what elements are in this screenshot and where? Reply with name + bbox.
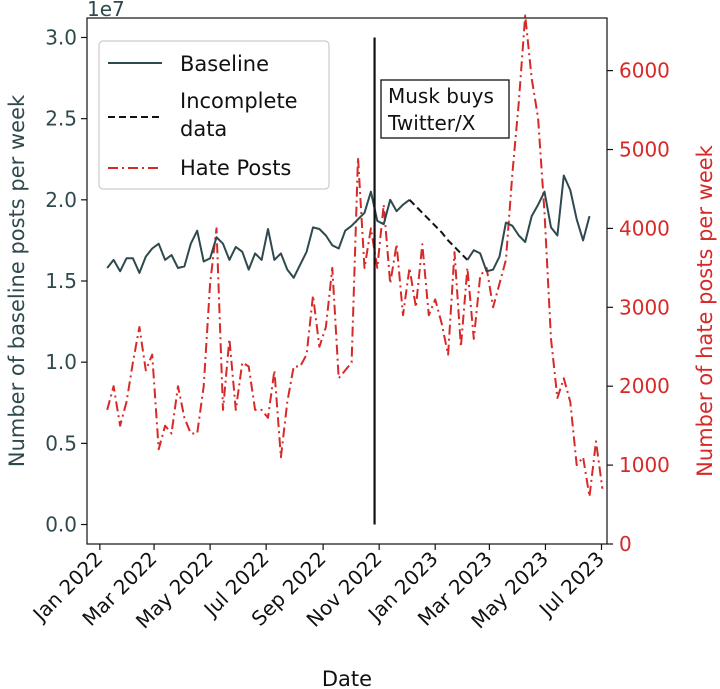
annotation-line-1: Musk buys (388, 84, 494, 108)
legend-label-incomplete-2: data (180, 117, 227, 141)
legend-label-hate: Hate Posts (180, 156, 291, 180)
legend-frame (98, 40, 330, 190)
right-axis-label: Number of hate posts per week (693, 144, 717, 477)
x-axis-label: Date (322, 667, 372, 689)
legend-label-incomplete-1: Incomplete (180, 89, 298, 113)
series-line-incomplete-data (408, 199, 469, 261)
series-line-baseline-continued- (466, 174, 591, 273)
right-tick-label: 1000 (619, 453, 670, 477)
series-layer (106, 14, 604, 498)
left-axis-label: Number of baseline posts per week (5, 94, 29, 467)
right-tick-label: 0 (619, 532, 632, 556)
event-annotation: Musk buys Twitter/X (380, 79, 510, 139)
left-tick-label: 1.5 (45, 269, 77, 293)
left-tick-label: 1.0 (45, 350, 77, 374)
series-line-baseline (106, 190, 411, 279)
left-tick-label: 2.5 (45, 107, 77, 131)
left-tick-label: 0.0 (45, 513, 77, 537)
left-tick-label: 0.5 (45, 431, 77, 455)
annotation-box (380, 79, 510, 139)
right-tick-label: 4000 (619, 216, 670, 240)
legend: Baseline Incomplete data Hate Posts (98, 40, 330, 190)
annotation-line-2: Twitter/X (387, 111, 476, 135)
right-tick-label: 5000 (619, 138, 670, 162)
right-axis-ticks: 0 1000 2000 3000 4000 5000 6000 (607, 59, 670, 556)
left-tick-label: 2.0 (45, 188, 77, 212)
legend-label-baseline: Baseline (180, 52, 269, 76)
right-tick-label: 6000 (619, 59, 670, 83)
right-tick-label: 2000 (619, 374, 670, 398)
series-line-hate-posts (106, 14, 604, 498)
right-tick-label: 3000 (619, 295, 670, 319)
left-tick-label: 3.0 (45, 25, 77, 49)
left-axis-multiplier: 1e7 (87, 0, 125, 21)
left-axis-ticks: 0.0 0.5 1.0 1.5 2.0 2.5 3.0 (45, 25, 87, 537)
